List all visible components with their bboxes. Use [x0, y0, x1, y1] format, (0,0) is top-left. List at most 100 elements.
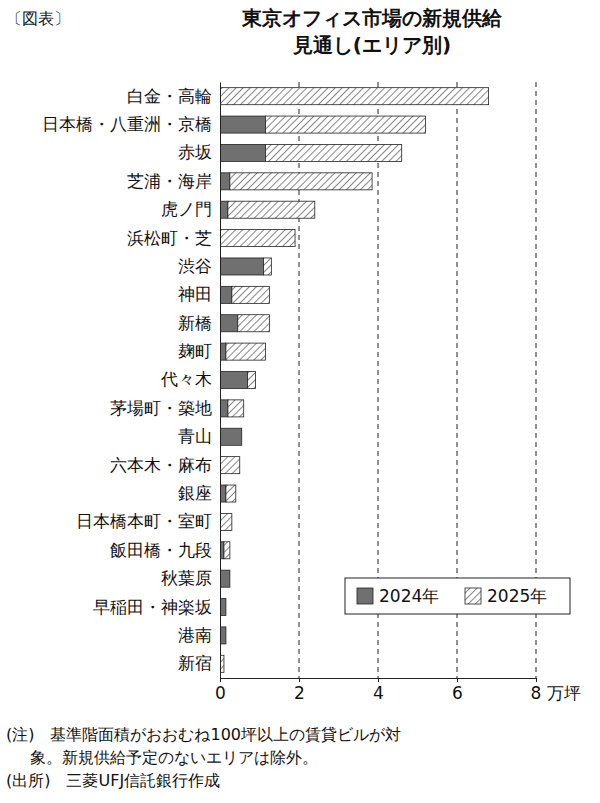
category-label: 港南 [178, 625, 212, 645]
bar [265, 116, 425, 133]
note: 象。新規供給予定のないエリアは除外。 [30, 748, 318, 767]
title: 東京オフィス市場の新規供給 [241, 6, 503, 30]
bar [220, 230, 295, 247]
figure-label: 〔図表〕 [6, 9, 70, 28]
tick: 麹町 [178, 341, 220, 361]
category-label: 茅場町・築地 [110, 398, 212, 418]
tick-mark [378, 678, 379, 682]
tick: 六本木・麻布 [110, 455, 220, 475]
category-label: 青山 [178, 426, 212, 446]
legend-box [345, 578, 570, 614]
bar [220, 88, 489, 105]
category-label: 日本橋本町・室町 [76, 511, 212, 531]
bar [229, 570, 230, 587]
legend-label: 2024年 [379, 586, 439, 606]
bar [220, 258, 263, 275]
bar [230, 173, 372, 190]
axis-line [220, 83, 221, 679]
bar [226, 343, 265, 360]
series-bars [220, 116, 265, 644]
title: 見通し(エリア別) [292, 33, 451, 57]
tick: 渋谷 [178, 256, 220, 276]
bar [220, 116, 265, 133]
tick: 白金・高輪 [127, 86, 220, 106]
tick: 港南 [178, 625, 220, 645]
bar [248, 371, 256, 388]
bar [225, 627, 226, 644]
bar [232, 286, 270, 303]
bar [220, 201, 228, 218]
category-label: 秋葉原 [161, 568, 212, 588]
bar [265, 144, 401, 161]
legend-swatch [357, 588, 373, 604]
tick: 早稲田・神楽坂 [93, 596, 220, 616]
bar [226, 485, 236, 502]
bar [220, 286, 232, 303]
bar [224, 542, 230, 559]
category-label: 日本橋・八重洲・京橋 [42, 114, 212, 134]
tick: 浜松町・芝 [127, 228, 220, 248]
tick-label: 0 [215, 683, 226, 703]
tick: 虎ノ門 [161, 199, 220, 219]
category-label: 麹町 [178, 341, 212, 361]
note: (注) 基準階面積がおおむね100坪以上の賃貸ビルが対 [6, 725, 401, 744]
tick: 飯田橋・九段 [110, 540, 220, 560]
bar [241, 428, 242, 445]
category-label: 赤坂 [178, 142, 212, 162]
grid-line [299, 82, 300, 678]
bar [263, 258, 271, 275]
tick: 青山 [178, 426, 220, 446]
category-label: 飯田橋・九段 [110, 540, 212, 560]
y-axis: 白金・高輪日本橋・八重洲・京橋赤坂芝浦・海岸虎ノ門浜松町・芝渋谷神田新橋麹町代々… [42, 83, 221, 679]
tick: 日本橋・八重洲・京橋 [42, 114, 220, 134]
bar [220, 315, 238, 332]
tick: 芝浦・海岸 [127, 171, 220, 191]
axis-line [221, 679, 537, 683]
category-label: 早稲田・神楽坂 [93, 596, 212, 616]
tick: 神田 [178, 284, 220, 304]
legend-swatch [465, 588, 481, 604]
tick-label: 6 [452, 683, 463, 703]
tick-mark [536, 678, 537, 682]
bar [228, 400, 244, 417]
category-label: 白金・高輪 [127, 86, 212, 106]
category-label: 代々木 [160, 369, 212, 389]
category-label: 六本木・麻布 [110, 455, 212, 475]
tick: 6 [452, 678, 463, 703]
tick: 4 [373, 678, 384, 703]
tick-label: 2 [294, 683, 305, 703]
tick-mark [299, 678, 300, 682]
category-label: 芝浦・海岸 [127, 171, 212, 191]
tick: 2 [294, 678, 305, 703]
tick: 新宿 [178, 653, 220, 673]
bar [220, 513, 232, 530]
bar [220, 570, 230, 587]
plot: 0 2 4 6 8 万坪 白金・高輪日本橋・八重洲・京橋赤坂芝浦・海岸虎ノ門浜松町・芝渋谷… [42, 82, 581, 703]
tick: 茅場町・築地 [110, 398, 220, 418]
tick: 代々木 [160, 369, 220, 389]
category-label: 神田 [178, 284, 212, 304]
tick: 赤坂 [178, 142, 220, 162]
tick-label: 4 [373, 683, 384, 703]
bar [225, 599, 226, 616]
bar [238, 315, 270, 332]
tick: 秋葉原 [161, 568, 220, 588]
x-axis: 0 2 4 6 8 万坪 [215, 678, 581, 703]
category-label: 渋谷 [178, 256, 212, 276]
category-label: 新宿 [178, 653, 212, 673]
bar [220, 457, 240, 474]
bar [228, 201, 315, 218]
bar [220, 173, 230, 190]
category-label: 浜松町・芝 [127, 228, 212, 248]
tick-label: 8 万坪 [531, 683, 581, 703]
tick: 日本橋本町・室町 [76, 511, 220, 531]
tick: 銀座 [178, 483, 220, 503]
bar [220, 428, 242, 445]
category-label: 新橋 [178, 313, 212, 333]
tick: 0 [215, 678, 226, 703]
legend-label: 2025年 [487, 586, 547, 606]
tick: 新橋 [178, 313, 220, 333]
bar [220, 400, 228, 417]
bar [220, 144, 265, 161]
source: (出所) 三菱UFJ信託銀行作成 [6, 771, 220, 790]
